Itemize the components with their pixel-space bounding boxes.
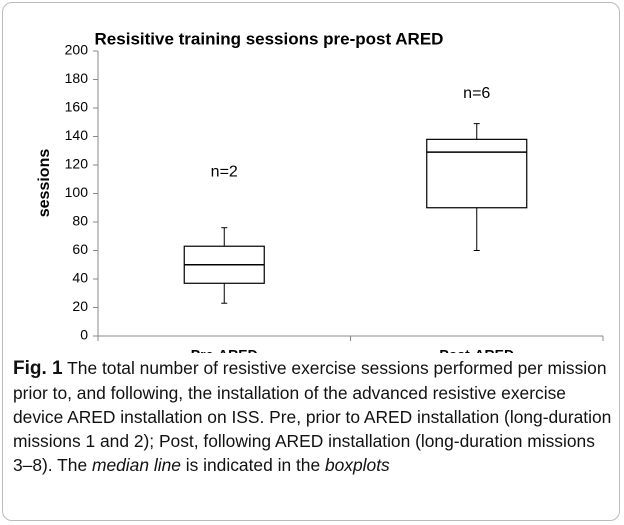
y-tick-label: 160: [65, 99, 89, 115]
y-axis-label: sessions: [36, 149, 53, 218]
y-tick-label: 120: [65, 156, 89, 172]
caption-italic: boxplots: [324, 455, 390, 475]
y-tick-label: 80: [72, 213, 88, 229]
annotation: n=2: [211, 163, 238, 180]
chart-title: Resisitive training sessions pre-post AR…: [95, 29, 444, 48]
y-tick-label: 100: [65, 184, 89, 200]
y-tick-label: 0: [80, 327, 88, 343]
chart: Resisitive training sessions pre-post AR…: [36, 29, 604, 353]
box: [426, 138, 528, 209]
caption: Fig. 1 The total number of resistive exe…: [13, 356, 617, 477]
x-tick-label: Pre-ARED: [191, 347, 258, 353]
y-tick-label: 140: [65, 127, 89, 143]
caption-text: The total number of resistive exercise s…: [13, 358, 612, 475]
figure-frame: Resisitive training sessions pre-post AR…: [2, 2, 620, 521]
caption-text: is indicated in the: [180, 455, 325, 475]
y-tick-label: 60: [72, 241, 88, 257]
x-tick-label: Post-ARED: [439, 347, 514, 353]
y-tick-label: 180: [65, 70, 89, 86]
annotation: n=6: [463, 85, 490, 102]
caption-italic: median line: [91, 455, 181, 475]
y-tick-label: 200: [65, 42, 89, 58]
y-tick-label: 40: [72, 270, 88, 286]
caption-label: Fig. 1: [13, 358, 63, 379]
y-tick-label: 20: [72, 298, 88, 314]
